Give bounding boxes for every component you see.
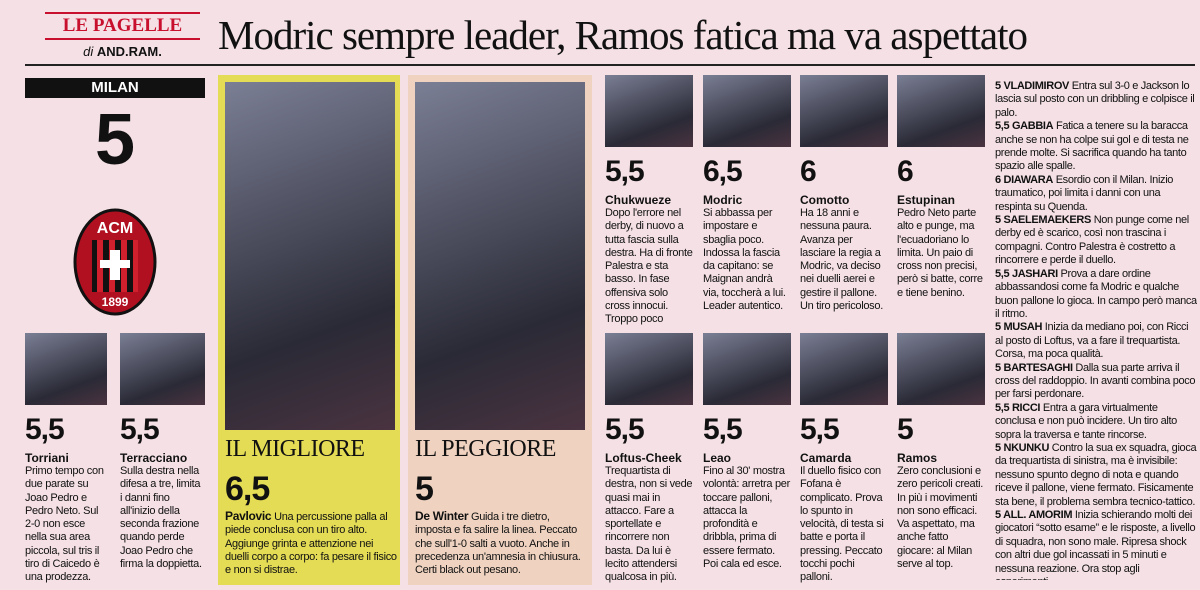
other-entry: 5 NKUNKU Contro la sua ex squadra, gioca… [995,442,1197,509]
player-text: Fino al 30' mostra volontà: arretra per … [703,465,790,571]
other-head: 5 BARTESAGHI [995,361,1073,374]
best-body: Pavlovic Una percussione palla al piede … [225,510,397,582]
other-text: Non punge come nel derby ed è scarico, c… [995,214,1189,267]
other-entry: 5 VLADIMIROV Entra sul 3-0 e Jackson lo … [995,80,1197,120]
player-name: Modric [703,193,743,207]
player-photo [897,75,985,147]
player-photo [703,333,791,405]
player-name: Comotto [800,193,850,207]
other-text: Prova a dare ordine abbassandosi come fa… [995,267,1197,320]
worst-grade: 5 [415,470,434,508]
other-entry: 6 DIAWARA Esordio con il Milan. Inizio t… [995,174,1197,214]
other-head: 5,5 RICCI [995,401,1041,414]
other-entry: 5 MUSAH Inizia da mediano poi, con Ricci… [995,321,1197,361]
player-photo [800,333,888,405]
player-photo [897,333,985,405]
other-entry: 5 BARTESAGHI Dalla sua parte arriva il c… [995,362,1197,402]
byline: di AND.RAM. [45,44,200,59]
player-grade: 5,5 [703,413,743,446]
other-head: 5,5 GABBIA [995,120,1054,133]
other-text: Inizia da mediano poi, con Ricci al post… [995,321,1189,361]
player-text: Pedro Neto parte alto e punge, ma l'ecua… [897,207,983,299]
player-name: Torriani [25,451,69,465]
player-text: Zero conclusioni e zero pericoli creati.… [897,465,984,571]
player-photo [120,333,205,405]
other-text: Entra a gara virtualmente conclusa e non… [995,401,1177,441]
player-text: Trequartista di destra, non si vede quas… [605,465,693,583]
other-head: 5 VLADIMIROV [995,80,1070,92]
player-name: Loftus-Cheek [605,451,682,465]
best-name: Pavlovic [225,510,272,523]
player-photo [703,75,791,147]
player-grade: 6 [897,155,914,188]
club-logo: ACM 1899 [73,208,157,316]
logo-top: ACM [97,220,133,237]
other-text: Entra sul 3-0 e Jackson lo lascia sul po… [995,80,1195,119]
other-head: 5 NKUNKU [995,441,1050,454]
headline: Modric sempre leader, Ramos fatica ma va… [218,12,1028,58]
player-text: Ha 18 anni e nessuna paura. Avanza per l… [800,207,883,313]
other-entry: 5,5 JASHARI Prova a dare ordine abbassan… [995,268,1197,322]
player-name: Chukwueze [605,193,672,207]
other-text: Inizia schierando molti dei giocatori “s… [995,509,1196,580]
logo-bottom: 1899 [102,295,129,309]
other-head: 5,5 JASHARI [995,267,1058,280]
other-text: Dalla sua parte arriva il cross del radd… [995,361,1196,401]
team-name: MILAN [25,78,205,98]
other-head: 5 SAELEMAEKERS [995,214,1091,227]
other-entry: 5 ALL. AMORIM Inizia schierando molti de… [995,509,1197,580]
player-name: Ramos [897,451,938,465]
section: LE PAGELLE [45,12,200,40]
other-entry: 5,5 RICCI Entra a gara virtualmente conc… [995,402,1197,442]
player-text: Sulla destra nella difesa a tre, limita … [120,465,202,571]
player-name: Leao [703,451,732,465]
player-grade: 5,5 [605,155,645,188]
best-text: Una percussione palla al piede conclusa … [225,511,397,577]
player-grade: 5,5 [605,413,645,446]
worst-body: De Winter Guida i tre dietro, imposta e … [415,510,587,582]
player-text: Dopo l'errore nel derby, di nuovo a tutt… [605,207,693,326]
player-grade: 5 [897,413,914,446]
player-photo [25,333,107,405]
player-grade: 5,5 [25,413,65,446]
player-name: Camarda [800,451,852,465]
team-grade: 5 [94,100,136,180]
player-photo [800,75,888,147]
player-text: Il duello fisico con Fofana è complicato… [800,465,884,583]
others-column: 5 VLADIMIROV Entra sul 3-0 e Jackson lo … [995,80,1197,580]
other-entry: 5,5 GABBIA Fatica a tenere su la baracca… [995,120,1197,174]
player-grade: 5,5 [800,413,840,446]
best-grade: 6,5 [225,470,270,508]
worst-name: De Winter [415,510,469,523]
player-photo [605,75,693,147]
byline-name: AND.RAM. [96,44,162,59]
best-photo [225,82,395,430]
player-photo [605,333,693,405]
other-text: Esordio con il Milan. Inizio traumatico,… [995,173,1174,213]
player-grade: 6,5 [703,155,743,188]
player-grade: 6 [800,155,817,188]
byline-prefix: di [83,44,94,59]
worst-photo [415,82,585,430]
worst-text: Guida i tre dietro, imposta e fa salire … [415,511,581,577]
other-head: 5 MUSAH [995,321,1043,334]
other-head: 5 ALL. AMORIM [995,509,1073,521]
player-grade: 5,5 [120,413,160,446]
best-label: IL MIGLIORE [225,436,365,462]
other-entry: 5 SAELEMAEKERS Non punge come nel derby … [995,214,1197,268]
player-name: Estupinan [897,193,956,207]
other-text: Fatica a tenere su la baracca anche se n… [995,120,1189,173]
player-text: Primo tempo con due parate su Joao Pedro… [25,465,104,583]
other-text: Contro la sua ex squadra, gioca da trequ… [995,441,1197,508]
player-name: Terracciano [120,451,188,465]
rule [25,64,1195,66]
worst-label: IL PEGGIORE [415,436,556,462]
player-text: Si abbassa per impostare e sbaglia poco.… [703,207,786,313]
other-head: 6 DIAWARA [995,173,1053,186]
